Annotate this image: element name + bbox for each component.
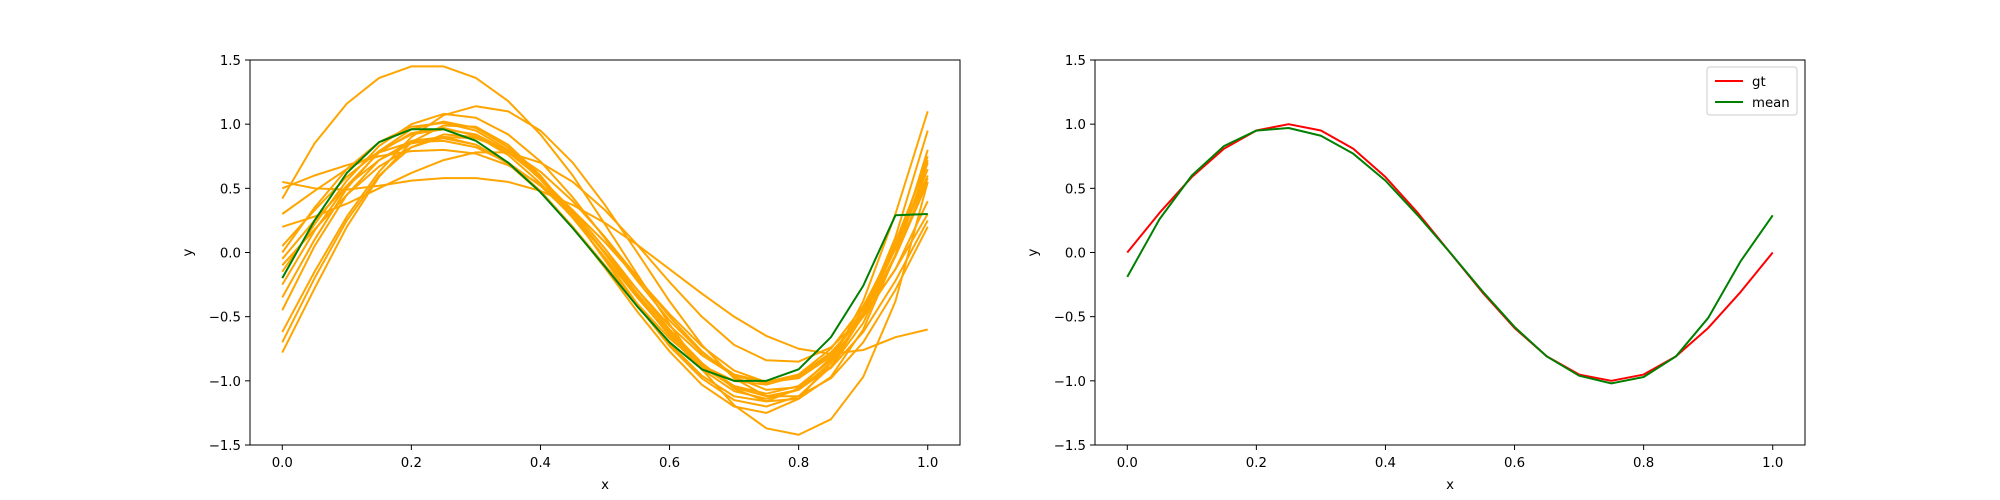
data-lines: [1126, 123, 1774, 385]
x-tick-label: 0.2: [1246, 456, 1267, 471]
x-tick-label: 0.6: [659, 456, 680, 471]
sample-line-13: [281, 128, 929, 395]
x-tick-label: 0.6: [1504, 456, 1525, 471]
y-tick-label: 1.0: [1065, 118, 1086, 133]
x-axis-label: x: [1446, 478, 1454, 493]
legend-label-mean: mean: [1752, 96, 1790, 111]
y-axis: −1.5 −1.0 −0.5 0.0 0.5 1.0 1.5: [1054, 54, 1095, 454]
comparison-plot: 0.0 0.2 0.4 0.6 0.8 1.0 −1.5 −1.0 −0.5 0.0 0.5 1.0 1…: [1026, 54, 1806, 493]
y-tick-label: 1.0: [220, 118, 241, 133]
y-tick-label: 1.5: [1065, 54, 1086, 69]
y-tick-label: 0.0: [1065, 247, 1086, 262]
y-tick-label: −0.5: [209, 311, 241, 326]
y-tick-label: −1.0: [209, 375, 241, 390]
sample-line-15: [281, 136, 929, 391]
y-axis-label: y: [181, 248, 196, 256]
x-tick-label: 0.4: [530, 456, 551, 471]
samples-plot: 0.0 0.2 0.4 0.6 0.8 1.0 −1.5 −1.0 −0.5 0.0 0.5 1.0 1…: [181, 54, 961, 493]
y-axis: −1.5 −1.0 −0.5 0.0 0.5 1.0 1.5: [209, 54, 250, 454]
data-lines: [281, 65, 929, 436]
sample-line-14: [281, 133, 929, 403]
y-axis-label: y: [1026, 248, 1041, 256]
y-tick-label: −1.5: [209, 439, 241, 454]
x-tick-label: 0.8: [788, 456, 809, 471]
y-tick-label: 0.5: [1065, 182, 1086, 197]
sample-line-3: [281, 151, 929, 363]
x-tick-label: 0.0: [272, 456, 293, 471]
x-tick-label: 0.8: [1633, 456, 1654, 471]
y-tick-label: 0.5: [220, 182, 241, 197]
x-axis: 0.0 0.2 0.4 0.6 0.8 1.0: [1117, 445, 1783, 471]
mean-line: [1126, 127, 1774, 385]
y-tick-label: −0.5: [1054, 311, 1086, 326]
x-axis-label: x: [601, 478, 609, 493]
y-tick-label: −1.5: [1054, 439, 1086, 454]
legend: gt mean: [1706, 66, 1798, 116]
x-tick-label: 0.4: [1375, 456, 1396, 471]
x-axis: 0.0 0.2 0.4 0.6 0.8 1.0: [272, 445, 938, 471]
y-tick-label: 0.0: [220, 247, 241, 262]
x-tick-label: 0.2: [401, 456, 422, 471]
x-tick-label: 1.0: [917, 456, 938, 471]
legend-label-gt: gt: [1752, 75, 1766, 90]
x-tick-label: 0.0: [1117, 456, 1138, 471]
x-tick-label: 1.0: [1762, 456, 1783, 471]
sample-line-0: [281, 65, 929, 436]
mean-line: [281, 128, 928, 382]
y-tick-label: 1.5: [220, 54, 241, 69]
y-tick-label: −1.0: [1054, 375, 1086, 390]
